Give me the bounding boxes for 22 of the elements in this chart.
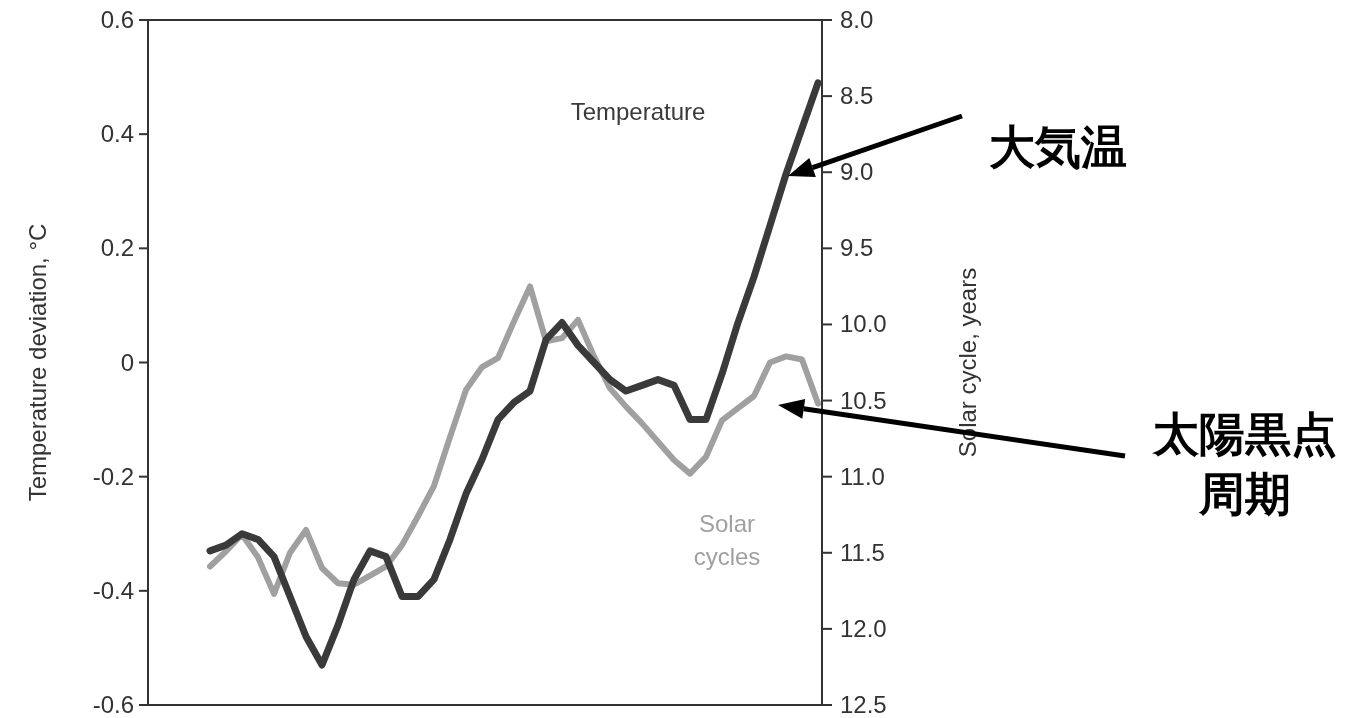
y-tick-label: 0.6 <box>100 6 134 33</box>
y2-tick-label: 11.0 <box>840 462 885 490</box>
series-label: Solar cycles <box>693 510 761 570</box>
y-tick-label: -0.6 <box>92 691 134 718</box>
y2-tick-label: 8.0 <box>840 6 874 33</box>
y-tick-label: -0.2 <box>92 462 134 490</box>
y-tick-label: 0 <box>120 348 134 376</box>
y-tick-label: 0.2 <box>100 234 134 262</box>
y2-tick-label: 9.5 <box>840 234 874 262</box>
y2-tick-label: 9.0 <box>840 158 874 186</box>
y2-tick-label: 10.5 <box>840 386 887 414</box>
y2-tick-label: 11.5 <box>840 538 885 566</box>
y2-tick-label: 8.5 <box>840 82 874 110</box>
text: 大気温 <box>989 120 1127 174</box>
y-axis-title: Temperature deviation, °C <box>24 223 51 502</box>
text: Temperature <box>570 98 706 125</box>
y-tick-label: 0.4 <box>100 120 134 148</box>
y2-tick-label: 12.0 <box>840 614 887 642</box>
text: 太陽黒点周期 <box>1151 407 1337 521</box>
y2-tick-label: 10.0 <box>840 310 887 338</box>
y2-tick-label: 12.5 <box>840 691 887 718</box>
y-tick-label: -0.4 <box>92 576 134 604</box>
